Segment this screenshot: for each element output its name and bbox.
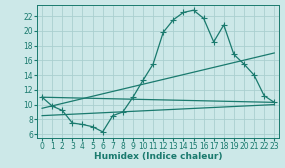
X-axis label: Humidex (Indice chaleur): Humidex (Indice chaleur) — [94, 152, 222, 161]
